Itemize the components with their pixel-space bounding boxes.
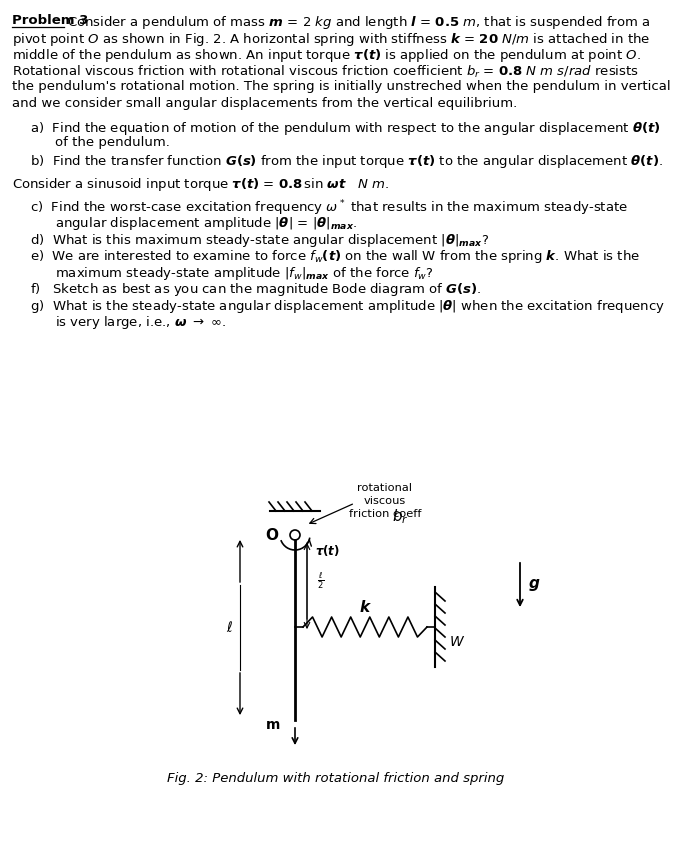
Text: f)   Sketch as best as you can the magnitude Bode diagram of $\boldsymbol{G(s)}$: f) Sketch as best as you can the magnitu… <box>30 282 481 298</box>
Text: e)  We are interested to examine to force $\boldsymbol{f_w(t)}$ on the wall W fr: e) We are interested to examine to force… <box>30 248 640 265</box>
Text: Consider a pendulum of mass $\boldsymbol{m}$ = 2 $\mathit{kg}$ and length $\bold: Consider a pendulum of mass $\boldsymbol… <box>67 14 650 31</box>
Text: $\boldsymbol{g}$: $\boldsymbol{g}$ <box>528 577 540 593</box>
Text: Consider a sinusoid input torque $\boldsymbol{\tau(t)}$ = $\boldsymbol{0.8\,\sin: Consider a sinusoid input torque $\bolds… <box>12 176 389 192</box>
Text: $\boldsymbol{b_r}$: $\boldsymbol{b_r}$ <box>392 508 409 527</box>
Text: Fig. 2: Pendulum with rotational friction and spring: Fig. 2: Pendulum with rotational frictio… <box>168 772 505 785</box>
Text: a)  Find the equation of motion of the pendulum with respect to the angular disp: a) Find the equation of motion of the pe… <box>30 120 660 137</box>
Text: pivot point $\mathit{O}$ as shown in Fig. 2. A horizontal spring with stiffness : pivot point $\mathit{O}$ as shown in Fig… <box>12 31 650 47</box>
Text: $\boldsymbol{\tau(t)}$: $\boldsymbol{\tau(t)}$ <box>315 544 340 559</box>
Text: c)  Find the worst-case excitation frequency $\boldsymbol{\omega^*}$ that result: c) Find the worst-case excitation freque… <box>30 198 628 219</box>
Text: rotational
viscous
friction coeff: rotational viscous friction coeff <box>349 483 421 519</box>
Text: $\mathbf{m}$: $\mathbf{m}$ <box>265 718 281 732</box>
Text: $\frac{\ell}{2}$: $\frac{\ell}{2}$ <box>317 571 324 591</box>
Text: Rotational viscous friction with rotational viscous friction coefficient $\bolds: Rotational viscous friction with rotatio… <box>12 64 639 80</box>
Text: and we consider small angular displacements from the vertical equilibrium.: and we consider small angular displaceme… <box>12 97 518 109</box>
Text: $\mathit{W}$: $\mathit{W}$ <box>449 635 465 649</box>
Text: maximum steady-state amplitude $|\boldsymbol{f_w}|_{\boldsymbol{max}}$ of the fo: maximum steady-state amplitude $|\boldsy… <box>55 265 434 282</box>
Text: b)  Find the transfer function $\boldsymbol{G(s)}$ from the input torque $\bolds: b) Find the transfer function $\boldsymb… <box>30 153 663 170</box>
Text: is very large, i.e., $\boldsymbol{\omega}$ $\rightarrow$ $\infty$.: is very large, i.e., $\boldsymbol{\omega… <box>55 315 226 332</box>
Text: d)  What is this maximum steady-state angular displacement $|\boldsymbol{\theta}: d) What is this maximum steady-state ang… <box>30 232 489 248</box>
Text: g)  What is the steady-state angular displacement amplitude $|\boldsymbol{\theta: g) What is the steady-state angular disp… <box>30 298 665 315</box>
Text: $\mathbf{O}$: $\mathbf{O}$ <box>265 527 279 543</box>
Text: of the pendulum.: of the pendulum. <box>55 136 170 149</box>
Text: $\boldsymbol{k}$: $\boldsymbol{k}$ <box>359 599 371 615</box>
Text: angular displacement amplitude $|\boldsymbol{\theta}|$ = $|\boldsymbol{\theta}|_: angular displacement amplitude $|\boldsy… <box>55 215 357 232</box>
Text: the pendulum's rotational motion. The spring is initially unstreched when the pe: the pendulum's rotational motion. The sp… <box>12 80 670 93</box>
Text: Problem 3: Problem 3 <box>12 14 88 27</box>
Text: $\ell$: $\ell$ <box>226 620 234 635</box>
Text: middle of the pendulum as shown. An input torque $\boldsymbol{\tau(t)}$ is appli: middle of the pendulum as shown. An inpu… <box>12 47 641 64</box>
